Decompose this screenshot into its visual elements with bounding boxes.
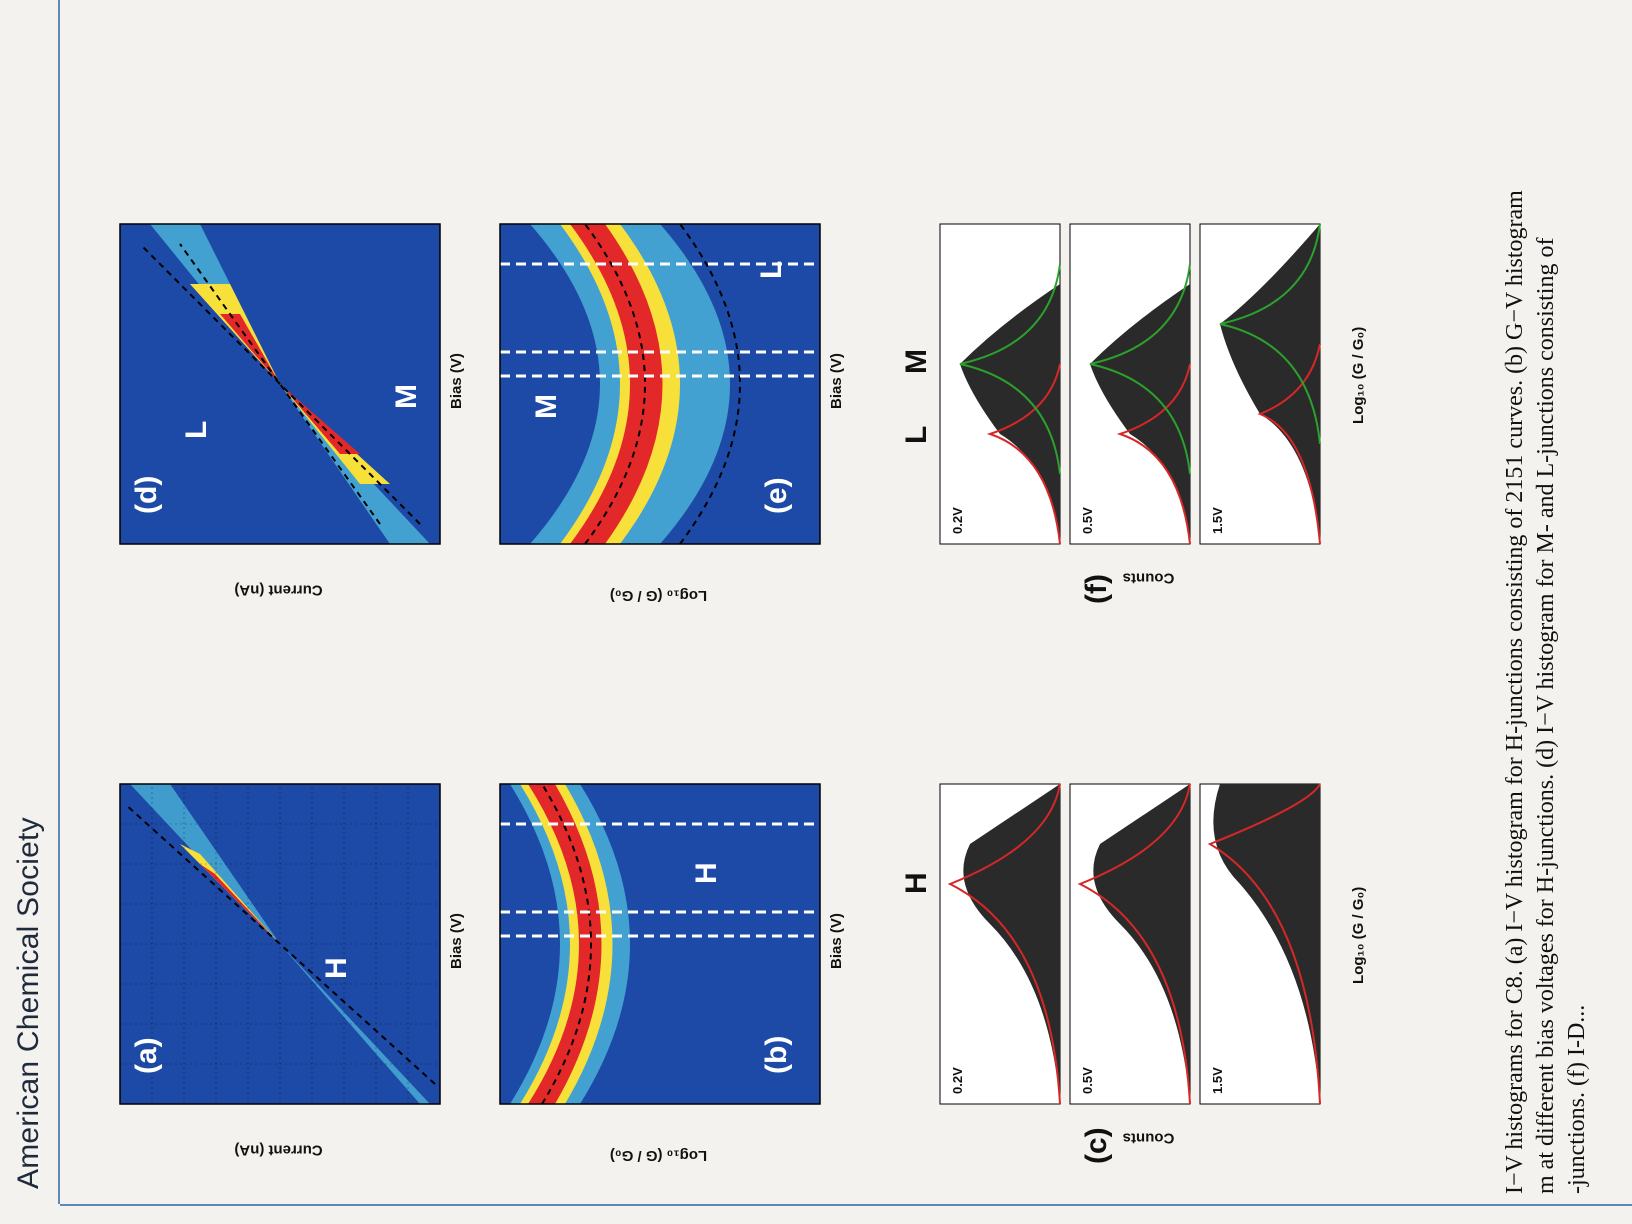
panel-e-region-l: L — [755, 260, 788, 279]
panel-f-ylabel: Counts — [1122, 569, 1175, 587]
panel-a-ylabel: Current (nA) — [234, 1141, 323, 1159]
panel-d-fit-curve-m — [139, 243, 421, 525]
panel-f-peak-l: L — [900, 425, 933, 444]
panel-f-row-3 — [1199, 223, 1321, 545]
panel-e: (e) M L Bias (V) Log₁₀ (G / G₀) — [470, 64, 850, 624]
panel-c-row-1 — [939, 783, 1061, 1105]
panel-f-bias-2: 0.5V — [1080, 507, 1095, 534]
panel-d-band-red — [220, 314, 360, 454]
panel-c-row-2 — [1069, 783, 1191, 1105]
panel-b-heatmap — [499, 783, 821, 1105]
panel-e-heatmap — [499, 223, 821, 545]
figure-caption: I−V histograms for C8. (a) I−V histogram… — [1500, 14, 1593, 1194]
panel-b-bias-markers — [500, 822, 820, 938]
panel-c-row-3 — [1199, 783, 1321, 1105]
panel-f-bias-3: 1.5V — [1210, 507, 1225, 534]
panel-c-ylabel: Counts — [1122, 1129, 1175, 1147]
panel-f-bias-1: 0.2V — [950, 507, 965, 534]
panel-b-region-label: H — [690, 862, 723, 884]
panel-f-xlabel: Log₁₀ (G / G₀) — [1350, 326, 1367, 424]
panel-b-label: (b) — [760, 1035, 793, 1074]
panel-d-label: (d) — [130, 475, 163, 514]
panel-b: (b) H Bias (V) Log₁₀ (G / G₀) — [470, 624, 850, 1184]
panel-c: (c) H 0.2V 0.5V 1.5V Log₁₀ (G / G₀) Coun… — [880, 624, 1480, 1184]
panel-e-ylabel: Log₁₀ (G / G₀) — [609, 586, 708, 604]
panel-b-fit-curve — [541, 783, 592, 1105]
panel-d: (d) L M Bias (V) Current (nA) — [90, 64, 470, 624]
panel-f: (f) L M 0.2V 0.5V 1.5V Log₁₀ (G / G₀) Co… — [880, 64, 1480, 624]
panel-a-grid — [120, 784, 440, 1104]
panel-c-label: (c) — [1080, 1127, 1113, 1164]
panel-a-region-label: H — [320, 957, 353, 979]
panel-f-label: (f) — [1080, 574, 1113, 604]
panel-e-band-red — [570, 224, 663, 544]
panel-c-bias-1: 0.2V — [950, 1067, 965, 1094]
panel-e-bias-markers — [500, 262, 820, 378]
panel-d-heatmap — [119, 223, 441, 545]
panel-e-region-m: M — [530, 394, 563, 419]
panel-f-row-1 — [939, 223, 1061, 545]
panel-b-ylabel: Log₁₀ (G / G₀) — [609, 1146, 708, 1164]
panel-f-peak-m: M — [900, 349, 933, 374]
left-rule — [60, 1204, 1632, 1206]
panel-c-bias-2: 0.5V — [1080, 1067, 1095, 1094]
panel-c-bias-3: 1.5V — [1210, 1067, 1225, 1094]
panel-d-ylabel: Current (nA) — [234, 581, 323, 599]
caption-line-3: -junctions. (f) I-D... — [1564, 1004, 1590, 1194]
panel-f-histograms — [939, 223, 1321, 545]
caption-line-1: I−V histograms for C8. (a) I−V histogram… — [1502, 190, 1528, 1194]
panel-a-fit-curve — [124, 803, 436, 1085]
panel-a-xlabel: Bias (V) — [448, 913, 465, 969]
panel-f-row-2 — [1069, 223, 1191, 545]
panel-c-xlabel: Log₁₀ (G / G₀) — [1350, 886, 1367, 984]
panel-e-xlabel: Bias (V) — [828, 353, 845, 409]
panel-e-band-yellow — [560, 224, 680, 544]
panel-d-region-m: M — [390, 384, 423, 409]
panel-a-label: (a) — [130, 1037, 163, 1074]
panel-b-xlabel: Bias (V) — [828, 913, 845, 969]
panel-c-peak-label: H — [900, 872, 933, 894]
caption-line-2: m at different bias voltages for H-junct… — [1533, 237, 1559, 1194]
header-rule — [58, 0, 60, 1204]
panel-d-xlabel: Bias (V) — [448, 353, 465, 409]
panel-a-heatmap — [119, 783, 441, 1105]
journal-header: American Chemical Society — [12, 817, 45, 1189]
panel-d-fit-curve-l — [179, 243, 381, 525]
panel-c-histograms — [939, 783, 1321, 1105]
panel-b-band-red — [528, 784, 602, 1104]
panel-d-region-l: L — [180, 420, 213, 439]
panel-a: (a) H Bias (V) Current (nA) — [90, 624, 470, 1184]
panel-e-label: (e) — [760, 477, 793, 514]
